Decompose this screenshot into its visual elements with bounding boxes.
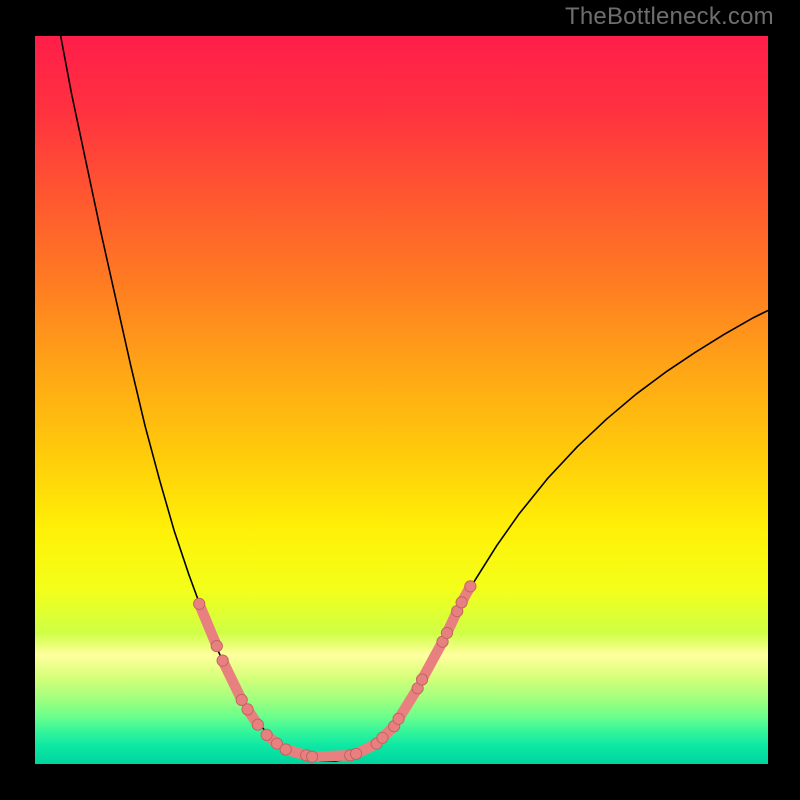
- overlay-cap: [262, 730, 272, 740]
- plot-area-container: [35, 36, 768, 764]
- overlay-cap: [465, 581, 475, 591]
- overlay-cap: [281, 744, 291, 754]
- overlay-cap: [307, 752, 317, 762]
- overlay-cap: [394, 714, 404, 724]
- overlay-cap: [442, 628, 452, 638]
- overlay-cap: [417, 675, 427, 685]
- chart-stage: TheBottleneck.com: [0, 0, 800, 800]
- overlay-cap: [194, 599, 204, 609]
- watermark-text: TheBottleneck.com: [565, 3, 774, 31]
- gradient-background: [35, 36, 768, 764]
- overlay-cap: [237, 695, 247, 705]
- overlay-cap: [253, 720, 263, 730]
- overlay-cap: [377, 733, 387, 743]
- overlay-cap: [351, 749, 361, 759]
- overlay-cap: [218, 656, 228, 666]
- overlay-cap: [243, 704, 253, 714]
- chart-svg: [35, 36, 768, 764]
- overlay-cap: [212, 641, 222, 651]
- overlay-cap: [457, 597, 467, 607]
